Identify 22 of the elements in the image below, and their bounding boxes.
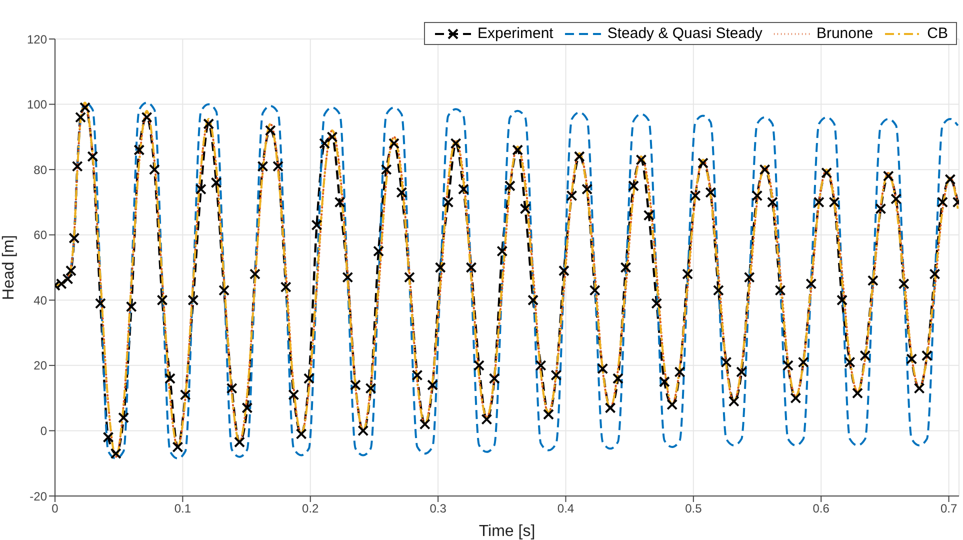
x-tick-label: 0.2: [302, 502, 320, 516]
x-tick-label: 0: [52, 502, 59, 516]
y-tick-label: 60: [34, 228, 48, 242]
y-axis-title: Head [m]: [0, 235, 18, 300]
y-tick-label: 40: [34, 293, 48, 308]
legend-label: Steady & Quasi Steady: [607, 25, 762, 42]
y-tick-label: -20: [30, 489, 48, 504]
x-tick-label: 0.7: [940, 502, 958, 516]
x-tick-label: 0.4: [557, 502, 574, 516]
y-tick-label: 100: [26, 98, 48, 112]
legend-label: Experiment: [477, 25, 554, 42]
x-tick-label: 0.6: [812, 502, 830, 516]
legend-label: Brunone: [816, 25, 874, 42]
x-tick-label: 0.5: [685, 502, 702, 516]
x-tick-label: 0.1: [174, 502, 192, 516]
y-tick-label: 20: [34, 358, 48, 373]
x-tick-label: 0.3: [430, 502, 447, 516]
legend-label: CB: [927, 25, 948, 42]
x-axis-title: Time [s]: [478, 523, 536, 540]
y-tick-label: 120: [26, 32, 48, 46]
y-tick-label: 80: [34, 162, 48, 177]
y-tick-label: 0: [40, 424, 48, 438]
